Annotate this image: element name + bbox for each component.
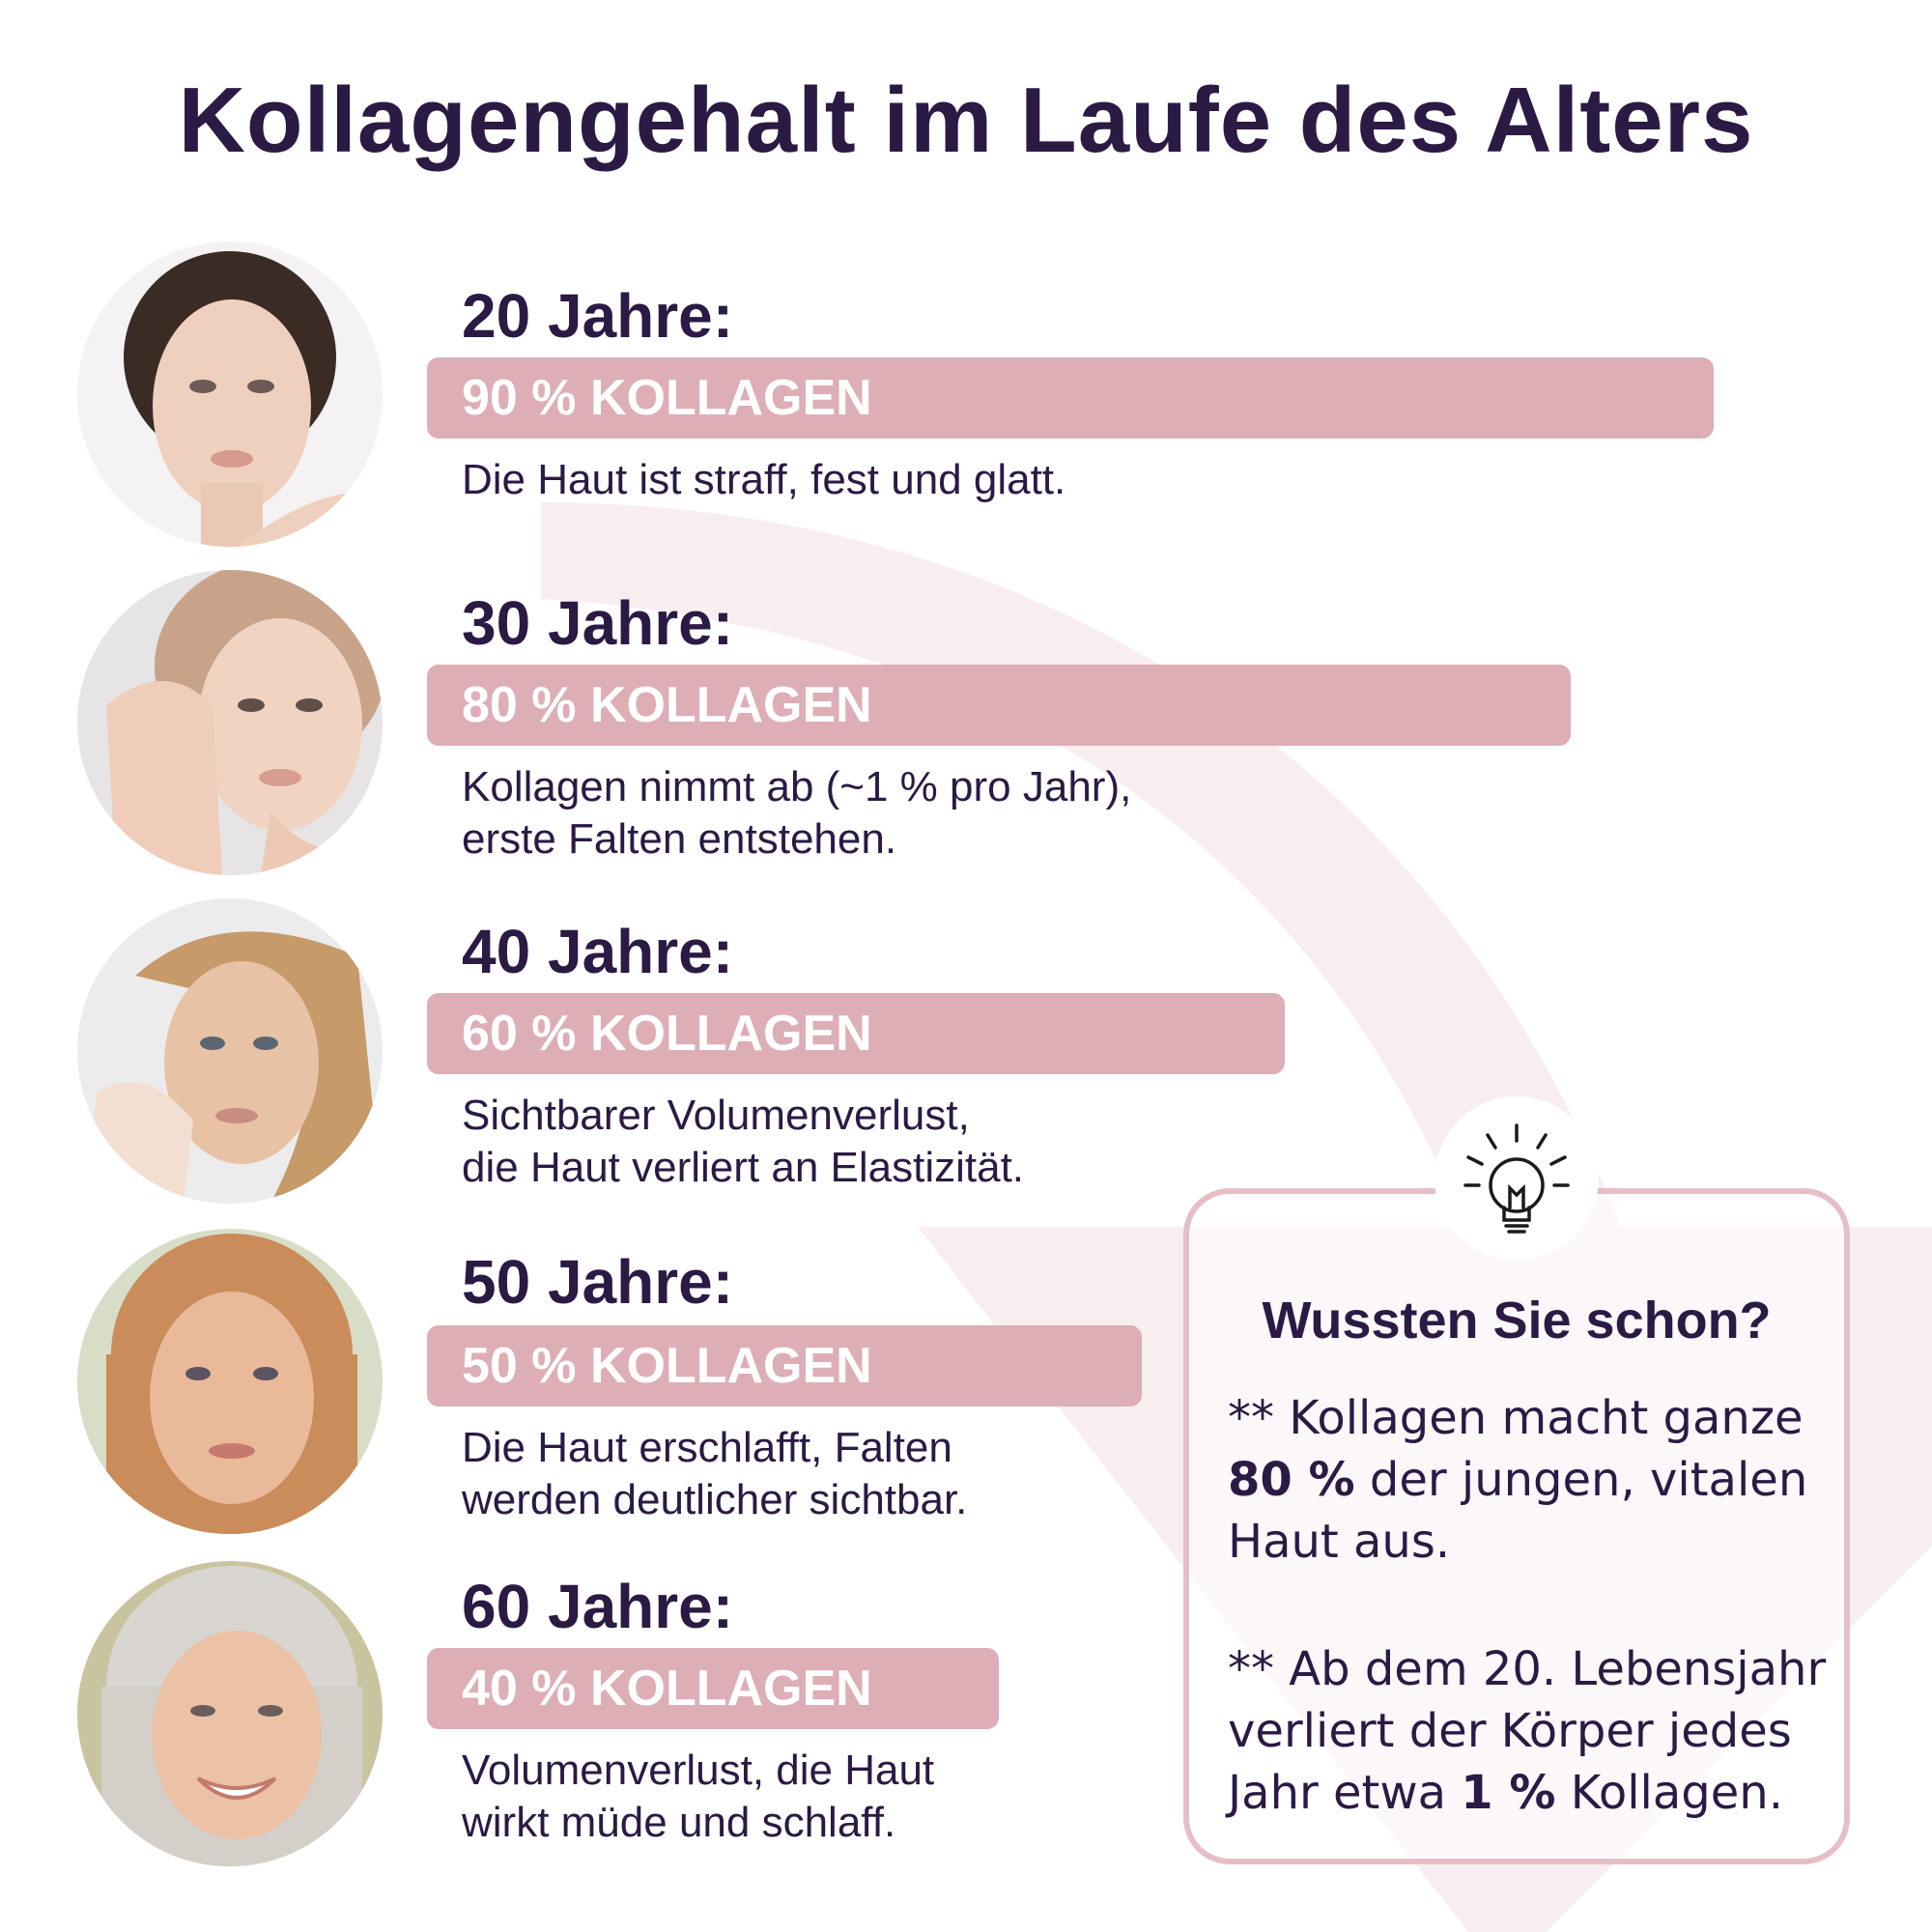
collagen-bar-30: 80 % KOLLAGEN: [427, 665, 1571, 746]
info-box: Wussten Sie schon? ** Kollagen macht gan…: [1183, 1188, 1850, 1864]
info-text: der jungen, vitalen Haut aus.: [1228, 1453, 1808, 1569]
collagen-bar-60: 40 % KOLLAGEN: [427, 1648, 999, 1729]
info-text: Kollagen.: [1570, 1766, 1783, 1820]
description-line: erste Falten entstehen.: [462, 815, 897, 863]
description-line: Die Haut erschlafft, Falten: [462, 1424, 952, 1471]
collagen-bar-label: 40 % KOLLAGEN: [462, 1661, 872, 1717]
collagen-bar-40: 60 % KOLLAGEN: [427, 993, 1285, 1074]
description-line: wirkt müde und schlaff.: [462, 1799, 896, 1846]
info-paragraph-2: ** Ab dem 20. Lebensjahr verliert der Kö…: [1228, 1638, 1836, 1824]
description-line: werden deutlicher sichtbar.: [462, 1476, 968, 1523]
age-label-30: 30 Jahre:: [462, 588, 734, 658]
info-text: ** Ab dem 20. Lebensjahr verliert der Kö…: [1228, 1642, 1827, 1820]
age-label-40: 40 Jahre:: [462, 917, 734, 986]
age-label-60: 60 Jahre:: [462, 1572, 734, 1641]
description-line: Sichtbarer Volumenverlust,: [462, 1092, 970, 1139]
lightbulb-icon: [1435, 1096, 1599, 1261]
portrait-50-years: [77, 1229, 383, 1534]
portrait-20-years: [77, 242, 383, 547]
portrait-40-years: [77, 898, 383, 1204]
info-text: ** Kollagen macht ganze: [1228, 1391, 1804, 1445]
collagen-bar-label: 90 % KOLLAGEN: [462, 370, 872, 426]
info-highlight: 1 %: [1461, 1766, 1556, 1820]
description-line: die Haut verliert an Elastizität.: [462, 1144, 1025, 1191]
stage-description-40: Sichtbarer Volumenverlust, die Haut verl…: [462, 1090, 1024, 1194]
portrait-30-years: [77, 570, 383, 875]
stage-description-20: Die Haut ist straff, fest und glatt.: [462, 454, 1065, 506]
collagen-bar-label: 80 % KOLLAGEN: [462, 677, 872, 733]
info-highlight: 80 %: [1228, 1453, 1355, 1507]
age-label-20: 20 Jahre:: [462, 281, 734, 351]
info-paragraph-1: ** Kollagen macht ganze 80 % der jungen,…: [1228, 1387, 1836, 1573]
stage-description-60: Volumenverlust, die Haut wirkt müde und …: [462, 1745, 934, 1849]
collagen-bar-label: 50 % KOLLAGEN: [462, 1338, 872, 1394]
description-line: Die Haut ist straff, fest und glatt.: [462, 456, 1066, 503]
page-title: Kollagengehalt im Laufe des Alters: [178, 69, 1754, 172]
stage-description-30: Kollagen nimmt ab (~1 % pro Jahr), erste…: [462, 761, 1131, 866]
portrait-60-years: [77, 1561, 383, 1866]
collagen-bar-label: 60 % KOLLAGEN: [462, 1006, 872, 1062]
description-line: Volumenverlust, die Haut: [462, 1747, 935, 1794]
collagen-bar-20: 90 % KOLLAGEN: [427, 357, 1714, 439]
collagen-bar-50: 50 % KOLLAGEN: [427, 1325, 1142, 1406]
description-line: Kollagen nimmt ab (~1 % pro Jahr),: [462, 763, 1132, 810]
age-label-50: 50 Jahre:: [462, 1247, 734, 1317]
stage-description-50: Die Haut erschlafft, Falten werden deutl…: [462, 1422, 967, 1526]
info-title: Wussten Sie schon?: [1262, 1292, 1772, 1350]
